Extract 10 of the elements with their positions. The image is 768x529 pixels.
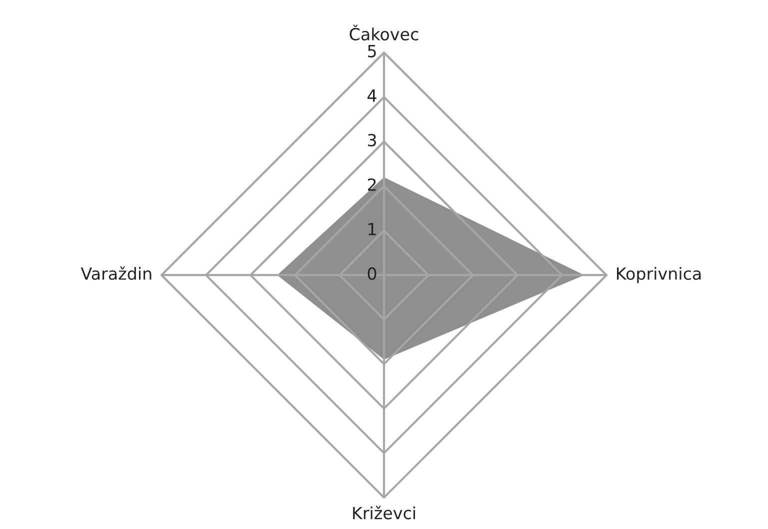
y-tick-label: 4 [368,90,376,102]
y-tick-label: 0 [368,267,376,280]
spoke-label: Čakovec [350,24,418,40]
y-tick-label: 1 [368,223,376,236]
spoke-label: Križevci [353,506,415,520]
spoke-label: Koprivnica [617,267,701,284]
y-tick-label: 5 [368,45,376,58]
y-tick-label: 3 [368,134,376,146]
y-tick-label: 2 [368,178,376,191]
spoke-label: Varaždin [80,266,152,280]
